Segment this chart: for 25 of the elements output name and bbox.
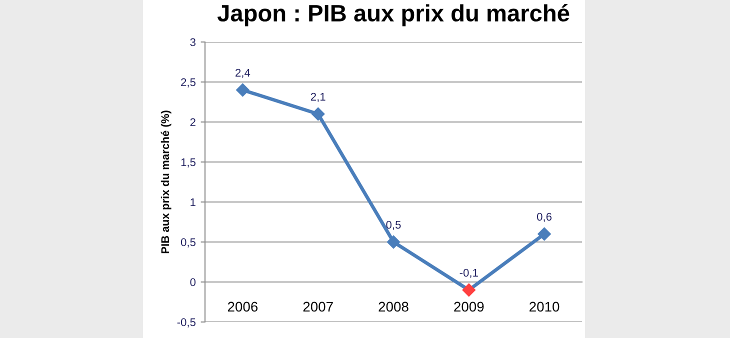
point	[462, 283, 476, 297]
y-tick-label: 2	[190, 118, 196, 126]
x-tick-label: 2010	[530, 302, 560, 312]
point	[312, 107, 325, 121]
x-tick-label: 2009	[454, 302, 484, 312]
point	[386, 235, 400, 249]
y-tick-label: 2,5	[181, 78, 196, 88]
data-label: -0,1	[460, 268, 478, 278]
chart-title: Japon : PIB aux prix du marché	[217, 4, 570, 26]
point	[538, 227, 551, 241]
data-label: 0,5	[386, 220, 401, 230]
y-tick-label: 0,5	[180, 238, 196, 248]
data-label: 2,4	[236, 68, 250, 78]
y-tick-label: 3	[190, 38, 196, 46]
data-label: 2,1	[310, 92, 326, 102]
y-tick-label: -0,5	[177, 318, 196, 328]
point	[236, 83, 250, 97]
y-axis-title: PIB aux prix du marché (%)	[160, 110, 172, 254]
x-tick-label: 2008	[378, 302, 408, 312]
x-tick-label: 2006	[228, 302, 258, 312]
data-label: 0,6	[537, 212, 552, 222]
y-tick-label: 0	[190, 278, 196, 286]
y-tick-label: 1,5	[181, 158, 196, 168]
x-tick-label: 2007	[303, 302, 333, 312]
y-tick-label: 1	[190, 198, 196, 206]
